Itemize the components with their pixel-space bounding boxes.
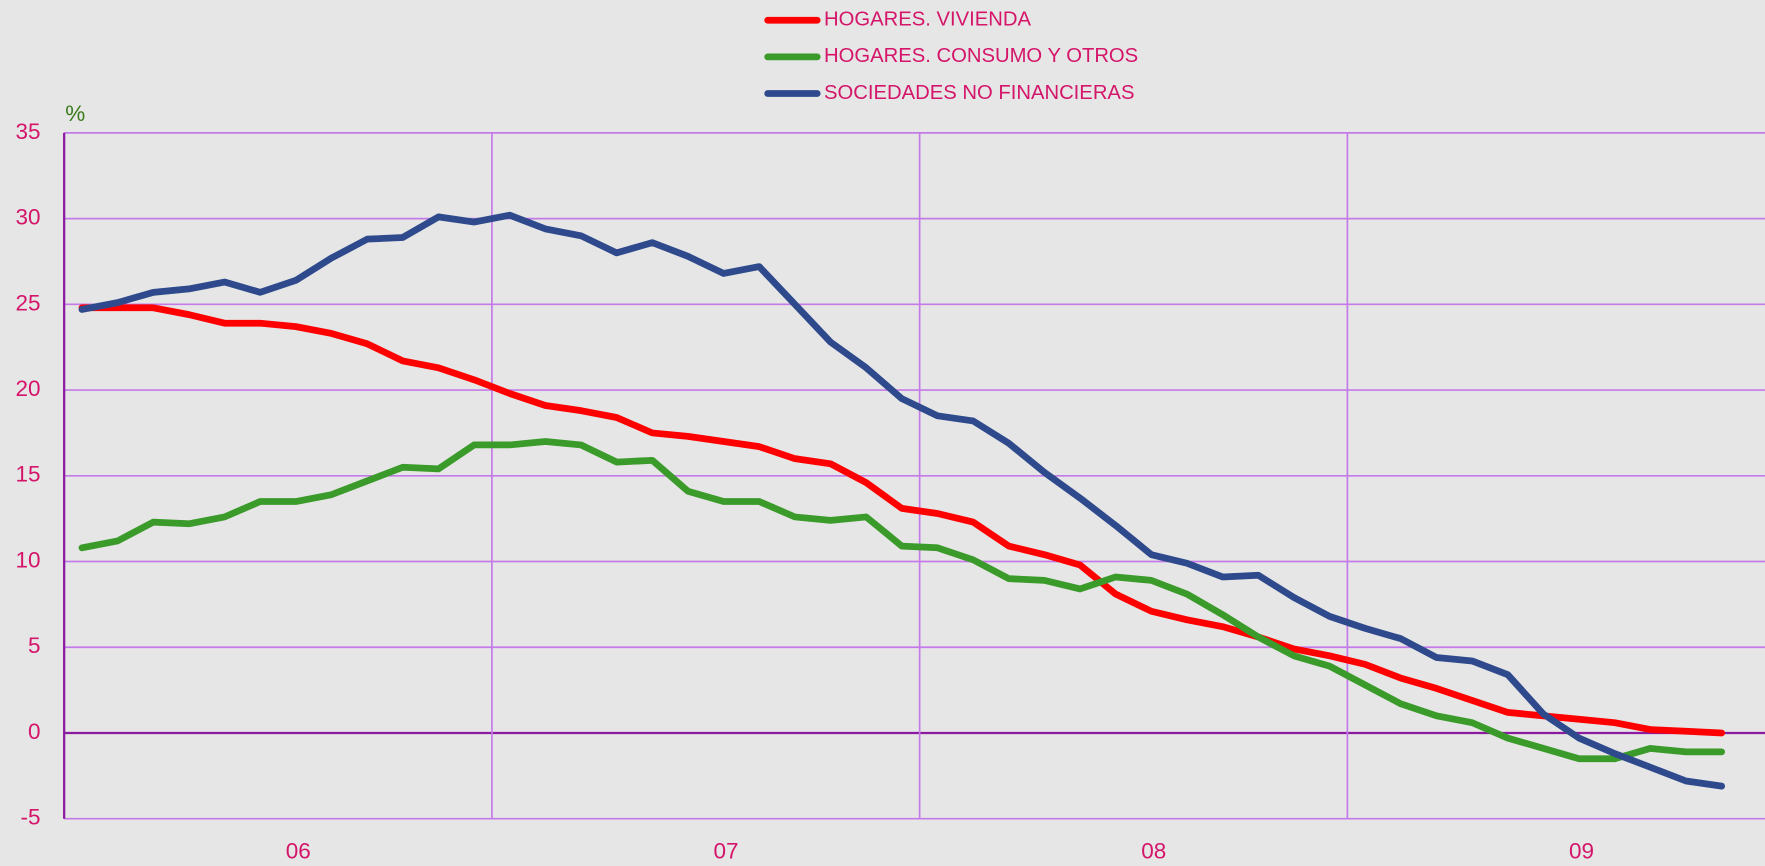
series-line: [78, 211, 1726, 790]
series-line: [78, 438, 1726, 763]
y-tick-label: 20: [15, 376, 40, 401]
x-tick-label: 08: [1141, 838, 1166, 863]
x-tick-label: 07: [714, 838, 739, 863]
y-tick-label: 10: [15, 547, 40, 572]
legend-label: SOCIEDADES NO FINANCIERAS: [824, 82, 1134, 104]
y-tick-label: 5: [28, 633, 41, 658]
y-tick-label: 35: [15, 119, 40, 144]
series-line: [78, 304, 1726, 737]
legend-label: HOGARES. CONSUMO Y OTROS: [824, 45, 1138, 67]
y-tick-label: -5: [21, 805, 41, 830]
y-tick-label: 25: [15, 290, 40, 315]
y-tick-label: 30: [15, 205, 40, 230]
x-tick-label: 06: [286, 838, 311, 863]
y-axis-label: %: [65, 101, 85, 126]
legend-label: HOGARES. VIVIENDA: [824, 9, 1031, 31]
y-tick-label: 0: [28, 719, 41, 744]
x-tick-label: 09: [1569, 838, 1594, 863]
y-tick-label: 15: [15, 462, 40, 487]
